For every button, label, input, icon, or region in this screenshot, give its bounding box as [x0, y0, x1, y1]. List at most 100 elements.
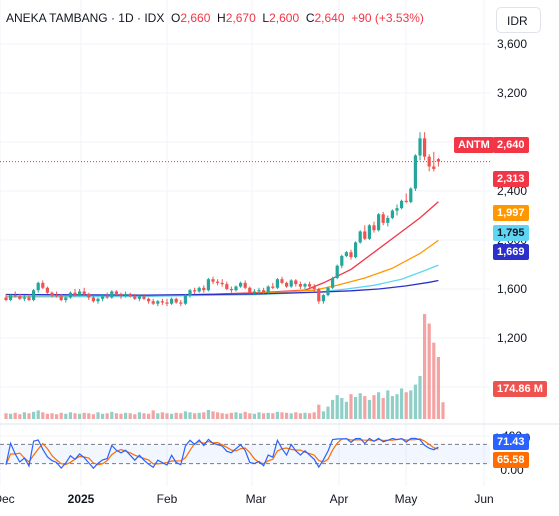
interval-label[interactable]: 1D: [118, 11, 134, 25]
oscillator-k-line: [5, 437, 439, 470]
volume-bar: [298, 413, 302, 419]
symbol-name[interactable]: ANEKA TAMBANG: [6, 11, 108, 25]
volume-bar: [41, 412, 45, 419]
volume-bar: [137, 412, 141, 419]
volume-bar: [36, 410, 40, 419]
ma1-tag: 2,313: [493, 171, 529, 187]
candle-body: [202, 287, 206, 291]
volume-bar: [367, 399, 371, 419]
candle-body: [252, 291, 256, 293]
volume-bar: [13, 412, 17, 419]
oscillator-d-line: [5, 438, 439, 466]
close-value: 2,640: [314, 11, 345, 25]
candle-body: [354, 242, 358, 258]
price-tick-label: 1,600: [497, 282, 527, 296]
candle-body: [239, 282, 243, 287]
exchange-label: IDX: [144, 11, 165, 25]
candle-body: [340, 255, 344, 266]
volume-bar: [78, 413, 82, 419]
candle-body: [211, 279, 215, 282]
candle-body: [381, 214, 385, 223]
oscillator-k-tag: 71.43: [493, 434, 529, 450]
volume-bar: [326, 406, 330, 419]
candle-body: [395, 208, 399, 211]
volume-bar: [45, 413, 49, 419]
volume-bar: [188, 412, 192, 419]
currency-button[interactable]: IDR: [496, 7, 541, 33]
candle-body: [335, 265, 339, 278]
candle-body: [303, 284, 307, 287]
candle-body: [114, 291, 118, 294]
volume-bar: [22, 412, 26, 419]
volume-bar: [4, 413, 8, 419]
volume-bar: [160, 412, 164, 419]
candle-body: [27, 297, 31, 301]
oscillator-band: [0, 444, 490, 464]
volume-bar: [197, 412, 201, 419]
candle-body: [285, 282, 289, 287]
change-value: +90 (+3.53%): [351, 11, 424, 25]
candle-body: [68, 292, 72, 298]
candle-body: [147, 298, 151, 302]
candle-body: [404, 200, 408, 203]
candle-body: [312, 286, 316, 289]
oscillator-pane: [0, 437, 490, 470]
volume-bar: [128, 413, 132, 419]
candle-body: [78, 291, 82, 296]
candle-body: [160, 301, 164, 303]
last-price-tag: 2,640: [493, 137, 529, 153]
volume-bar: [349, 394, 353, 419]
candle-body: [321, 295, 325, 302]
ma3-tag: 1,795: [493, 225, 529, 241]
candle-body: [73, 292, 77, 296]
candle-body: [96, 298, 100, 302]
candle-body: [188, 290, 192, 296]
candle-body: [179, 302, 183, 304]
time-tick-label: Mar: [246, 492, 267, 506]
volume-tag: 174.86 M: [493, 381, 547, 397]
candle-body: [4, 297, 8, 301]
volume-bar: [308, 413, 312, 419]
candle-body: [409, 188, 413, 203]
candle-body: [326, 287, 330, 296]
low-label: L: [262, 11, 270, 25]
volume-bar: [229, 412, 233, 419]
volume-bar: [377, 392, 381, 419]
candle-body: [170, 298, 174, 304]
candle-body: [55, 295, 59, 297]
volume-bar: [234, 412, 238, 419]
candle-body: [248, 287, 252, 293]
candle-body: [174, 298, 178, 303]
candle-body: [64, 297, 68, 301]
volume-bar: [202, 412, 206, 419]
volume-bar: [193, 413, 197, 419]
volume-bar: [432, 342, 436, 419]
time-tick-label: 2025: [68, 492, 95, 506]
candle-body: [390, 210, 394, 218]
time-tick-label: Apr: [330, 492, 349, 506]
volume-bar: [133, 414, 137, 419]
volume-bar: [409, 390, 413, 419]
candle-body: [234, 286, 238, 291]
volume-bar: [436, 356, 440, 419]
volume-bar: [280, 412, 284, 419]
volume-bar: [55, 414, 59, 419]
candle-body: [349, 252, 353, 258]
moving-average-line: [5, 239, 439, 298]
volume-bar: [18, 414, 22, 419]
candle-body: [358, 231, 362, 243]
close-label: C: [305, 11, 315, 25]
volume-bar: [119, 413, 123, 419]
candle-body: [101, 296, 105, 299]
candle-body: [363, 231, 367, 239]
candle-body: [128, 293, 132, 297]
volume-bar: [183, 411, 187, 419]
time-tick-label: Feb: [157, 492, 178, 506]
volume-bar: [110, 411, 114, 419]
candle-body: [156, 301, 160, 304]
candle-body: [197, 287, 201, 292]
price-tick-label: 1,200: [497, 331, 527, 345]
volume-bar: [285, 412, 289, 419]
candle-body: [50, 292, 54, 296]
